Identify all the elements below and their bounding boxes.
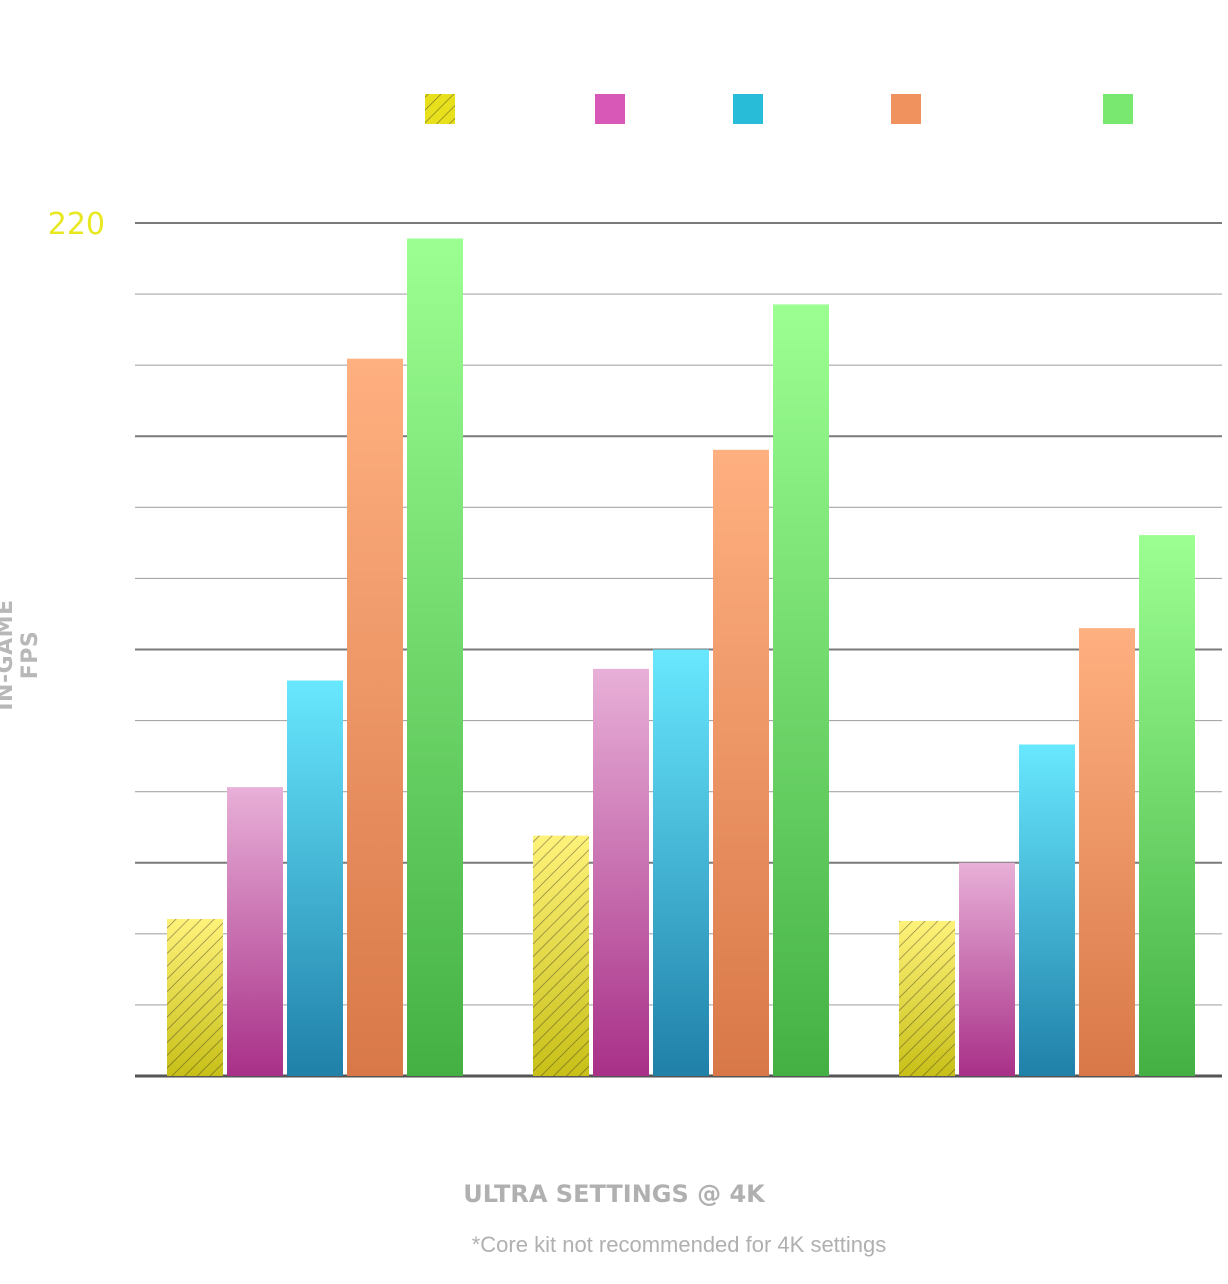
bar <box>287 680 343 1076</box>
bar-hatch <box>533 835 589 1076</box>
footnote: *Core kit not recommended for 4K setting… <box>471 1232 887 1257</box>
bar <box>959 862 1015 1076</box>
legend-swatch <box>891 94 921 124</box>
bar <box>347 358 403 1076</box>
legend-swatch-hatch <box>425 94 455 124</box>
y-tick-label: 220 <box>48 207 105 242</box>
bar <box>1019 744 1075 1076</box>
legend-swatch <box>733 94 763 124</box>
legend-swatch <box>1103 94 1133 124</box>
axis: 220 <box>48 207 105 242</box>
bar <box>407 238 463 1076</box>
bar <box>713 449 769 1077</box>
bars <box>167 238 1195 1077</box>
bar-hatch <box>899 920 955 1076</box>
y-axis-label: IN-GAME FPS <box>0 599 43 711</box>
bar <box>1139 535 1195 1076</box>
bar-hatch <box>167 918 223 1076</box>
bar <box>1079 628 1135 1076</box>
legend <box>425 94 1133 124</box>
x-axis-label: ULTRA SETTINGS @ 4K <box>463 1180 765 1208</box>
bar <box>773 304 829 1076</box>
bar <box>593 668 649 1076</box>
legend-swatch <box>595 94 625 124</box>
bar <box>653 649 709 1076</box>
bar <box>227 787 283 1076</box>
